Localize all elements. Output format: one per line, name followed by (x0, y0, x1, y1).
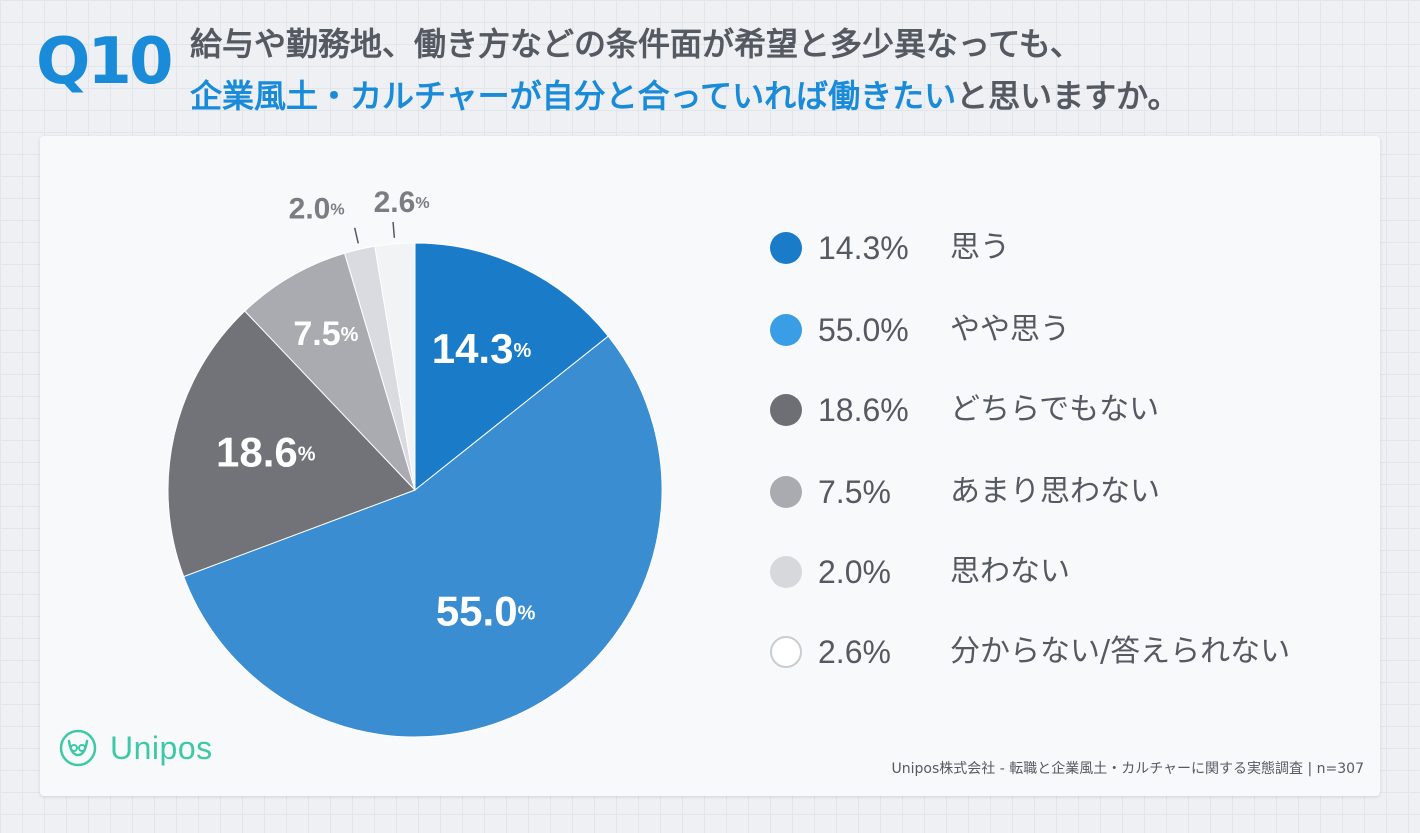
data-label-percent-5: % (415, 195, 429, 212)
legend-label: どちらでもない (950, 392, 1160, 427)
data-label-value-3: 7.5 (293, 315, 340, 353)
legend-swatch (770, 476, 802, 508)
question-text-line2: 企業風土・カルチャーが自分と合っていれば働きたいと思いますか。 (190, 76, 1179, 116)
legend-item: 2.6% 分からない/答えられない (770, 632, 1350, 672)
data-label-1: 55.0% (436, 588, 536, 635)
data-label-percent-3: % (341, 324, 359, 346)
legend-swatch (770, 556, 802, 588)
legend-label: 思う (950, 230, 1010, 265)
data-label-0: 14.3% (432, 325, 532, 372)
data-label-percent-1: % (518, 603, 536, 625)
legend-label: 分からない/答えられない (950, 634, 1291, 669)
data-label-4: 2.0% (289, 192, 345, 225)
data-label-percent-4: % (330, 202, 344, 219)
source-footnote: Unipos株式会社 - 転職と企業風土・カルチャーに関する実態調査 | n=3… (891, 761, 1364, 777)
leader-line-4 (353, 227, 359, 244)
data-label-value-4: 2.0 (289, 192, 331, 225)
legend-value: 2.0% (818, 554, 891, 590)
legend-label: あまり思わない (950, 474, 1160, 509)
data-label-5: 2.6% (374, 186, 430, 219)
unipos-logo-text: Unipos (110, 730, 213, 766)
legend-item: 14.3% 思う (770, 228, 1350, 268)
pie-slice-1 (183, 335, 663, 738)
legend-item: 55.0% やや思う (770, 310, 1350, 350)
pie-slice-0 (414, 242, 609, 492)
pie-slice-5 (374, 242, 416, 491)
legend-label: やや思う (950, 312, 1070, 347)
data-label-percent-2: % (298, 444, 316, 466)
data-label-value-1: 55.0 (436, 588, 518, 635)
data-label-value-2: 18.6 (216, 429, 298, 476)
data-label-percent-0: % (513, 340, 531, 362)
question-highlight: 企業風土・カルチャーが自分と合っていれば働きたい (190, 77, 957, 115)
legend-value: 2.6% (818, 634, 891, 670)
legend-value: 14.3% (818, 230, 909, 266)
legend-swatch (770, 314, 802, 346)
legend-swatch (770, 232, 802, 264)
pie-slice-2 (167, 310, 416, 578)
leader-line-5 (392, 221, 396, 238)
legend-swatch (770, 394, 802, 426)
unipos-logo-icon (59, 729, 97, 767)
question-text-line1: 給与や勤務地、働き方などの条件面が希望と多少異なっても、 (190, 25, 1082, 63)
legend-label: 思わない (950, 554, 1070, 589)
data-label-3: 7.5% (293, 315, 358, 353)
data-label-value-0: 14.3 (432, 325, 514, 372)
legend-swatch (770, 636, 802, 668)
pie-slice-3 (244, 252, 416, 491)
legend-item: 18.6% どちらでもない (770, 390, 1350, 430)
legend-item: 7.5% あまり思わない (770, 472, 1350, 512)
legend-value: 55.0% (818, 312, 909, 348)
legend-value: 18.6% (818, 392, 909, 428)
legend-value: 7.5% (818, 474, 891, 510)
legend-item: 2.0% 思わない (770, 552, 1350, 592)
data-label-value-5: 2.6 (374, 186, 416, 219)
data-label-2: 18.6% (216, 429, 316, 476)
question-text-rest: と思いますか。 (956, 77, 1180, 115)
question-number: Q10 (36, 25, 173, 99)
